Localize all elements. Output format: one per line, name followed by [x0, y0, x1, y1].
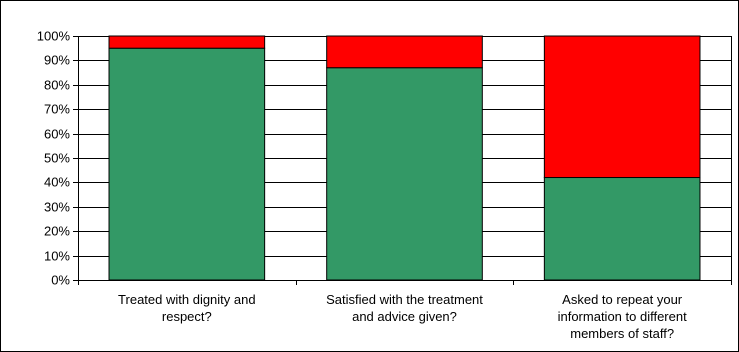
y-tick-label: 50% [44, 151, 70, 166]
bar-segment-red [108, 35, 266, 49]
y-tick-label: 80% [44, 78, 70, 93]
bar-segment-red [543, 35, 701, 179]
y-tick-label: 0% [51, 273, 70, 288]
y-tick-label: 30% [44, 200, 70, 215]
bar-segment-green [326, 67, 483, 281]
y-tick-label: 40% [44, 175, 70, 190]
y-tick-label: 100% [37, 29, 71, 44]
y-tick-label: 20% [44, 224, 70, 239]
y-tick-label: 70% [44, 102, 70, 117]
y-tick-label: 10% [44, 249, 70, 264]
bar-segment-green [543, 177, 701, 281]
category-label: Asked to repeat your information to diffe… [558, 292, 687, 341]
y-tick-label: 90% [44, 53, 70, 68]
category-label: Treated with dignity and respect? [118, 292, 256, 324]
y-tick-label: 60% [44, 127, 70, 142]
category-label: Satisfied with the treatment and advice g… [326, 292, 483, 324]
bar-segment-green [108, 47, 266, 281]
bar-segment-red [326, 35, 483, 69]
